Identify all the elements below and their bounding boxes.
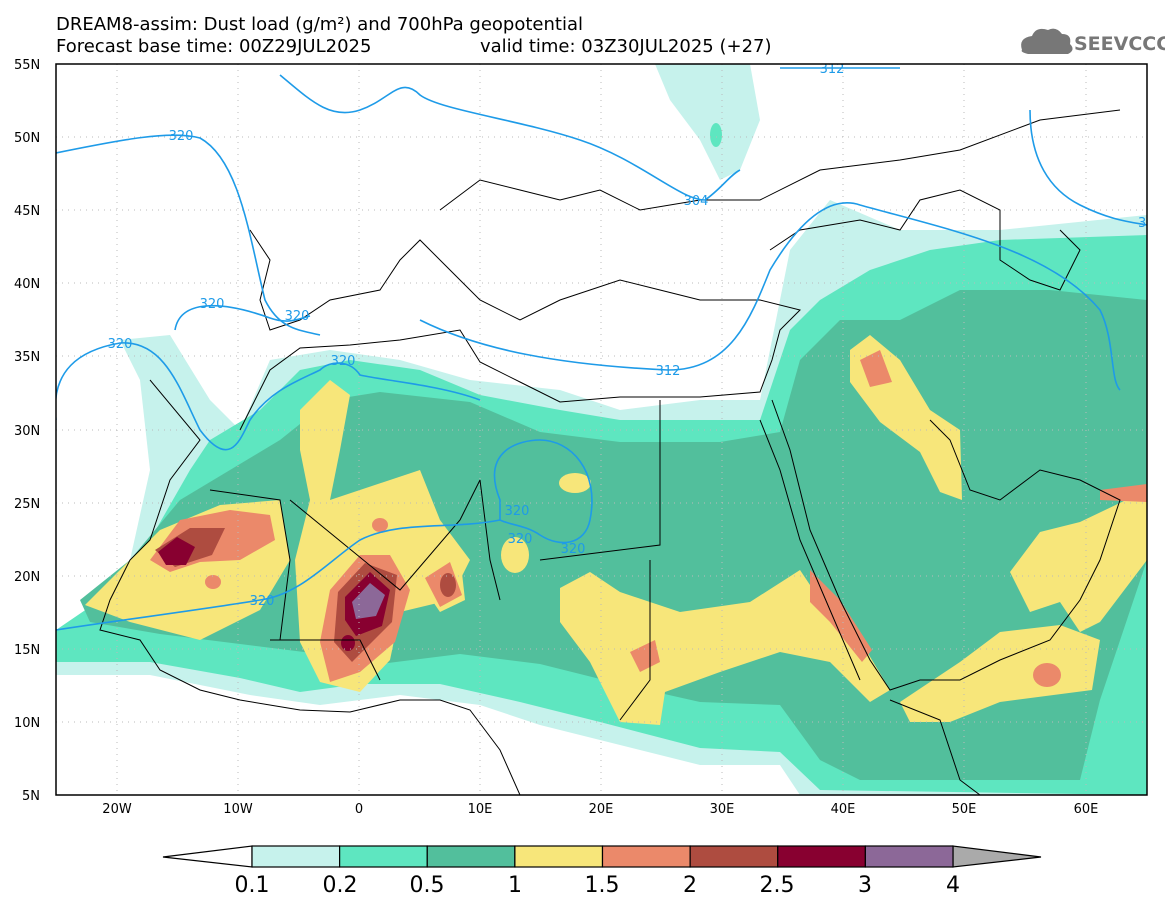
contour-label: 320 (108, 337, 133, 352)
seevccc-logo: SEEVCCC (1021, 28, 1165, 55)
lat-label: 20N (14, 570, 40, 585)
map-area: 320 320 320 320 320 320 320 320 320 312 … (55, 62, 1155, 796)
lat-label: 45N (14, 204, 40, 219)
colorbar-labels: 0.1 0.2 0.5 1 1.5 2 2.5 3 4 (235, 873, 961, 898)
colorbar-swatch (777, 845, 866, 868)
colorbar-swatch (601, 845, 691, 868)
colorbar-swatch (689, 845, 779, 868)
lon-label: 10E (468, 802, 493, 817)
lat-label: 10N (14, 716, 40, 731)
contour-label: 320 (285, 309, 310, 324)
contour-label: 312 (656, 364, 681, 379)
colorbar-label: 0.1 (235, 873, 270, 898)
colorbar-low-arrow (162, 845, 253, 868)
dust-level-3 (352, 583, 385, 619)
contour-label: 320 (505, 504, 530, 519)
colorbar-swatch (339, 845, 428, 868)
map-frame (55, 63, 1148, 796)
contour-label: 304 (684, 194, 709, 209)
colorbar-swatch (251, 845, 341, 868)
title-line-1: DREAM8-assim: Dust load (g/m²) and 700hP… (56, 14, 583, 35)
contour-label: 320 (508, 532, 533, 547)
colorbar-high-arrow (952, 845, 1042, 868)
colorbar-swatch (514, 845, 604, 868)
colorbar-swatch (864, 845, 954, 868)
latitude-labels: 55N 50N 45N 40N 35N 30N 25N 20N 15N 10N … (14, 58, 40, 804)
colorbar-label: 0.2 (323, 873, 358, 898)
geopotential-contours (56, 67, 1147, 631)
colorbar-label: 4 (946, 873, 960, 898)
lat-label: 40N (14, 277, 40, 292)
colorbar-label: 0.5 (410, 873, 445, 898)
contour-label: 320 (250, 594, 275, 609)
lon-label: 0 (355, 802, 363, 817)
valid-time: valid time: 03Z30JUL2025 (+27) (480, 36, 772, 57)
contour-label: 320 (200, 297, 225, 312)
lon-label: 20E (589, 802, 614, 817)
lat-label: 25N (14, 497, 40, 512)
contour-label: 312 (820, 62, 845, 77)
contour-label: 320 (169, 129, 194, 144)
longitude-labels: 20W 10W 0 10E 20E 30E 40E 50E 60E (102, 802, 1098, 817)
lat-label: 50N (14, 131, 40, 146)
colorbar-label: 2 (683, 873, 697, 898)
contour-labels: 320 320 320 320 320 320 320 320 320 312 … (108, 62, 1155, 609)
colorbar (162, 845, 1042, 868)
contour-label: 320 (331, 354, 356, 369)
lat-label: 30N (14, 424, 40, 439)
lat-label: 15N (14, 643, 40, 658)
lat-label: 35N (14, 350, 40, 365)
logo-text: SEEVCCC (1074, 33, 1165, 55)
lat-label: 55N (14, 58, 40, 73)
lon-label: 30E (710, 802, 735, 817)
lon-label: 40E (831, 802, 856, 817)
lat-label: 5N (22, 789, 40, 804)
colorbar-label: 1 (508, 873, 522, 898)
contour-label: 30 (1138, 216, 1155, 231)
contour-label: 320 (561, 542, 586, 557)
lon-label: 10W (223, 802, 253, 817)
lon-label: 50E (952, 802, 977, 817)
colorbar-label: 2.5 (760, 873, 795, 898)
colorbar-swatch (426, 845, 516, 868)
lon-label: 60E (1074, 802, 1099, 817)
forecast-base-time: Forecast base time: 00Z29JUL2025 (56, 36, 371, 57)
lon-label: 20W (102, 802, 132, 817)
colorbar-label: 1.5 (585, 873, 620, 898)
cloud-icon (1021, 28, 1073, 54)
colorbar-label: 3 (858, 873, 872, 898)
